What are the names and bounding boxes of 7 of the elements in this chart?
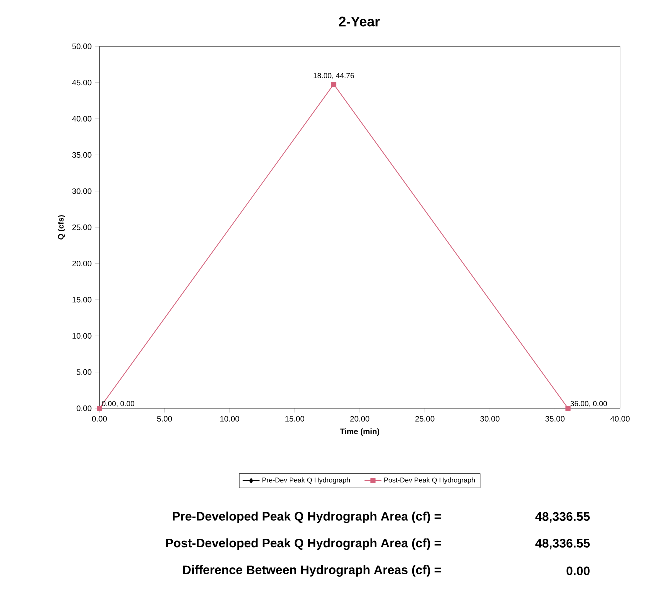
text: 48,336.55 [536, 512, 590, 523]
text: Difference Between Hydrograph Areas (cf) = [183, 565, 442, 578]
text: Pre-Developed Peak Q Hydrograph Area (cf) = [173, 512, 442, 524]
text: 48,336.55 [536, 539, 590, 550]
text: 0.00 [566, 566, 590, 576]
text: Post-Developed Peak Q Hydrograph Area (cf) = [166, 538, 442, 550]
chart-title: 2-Year [339, 16, 380, 27]
